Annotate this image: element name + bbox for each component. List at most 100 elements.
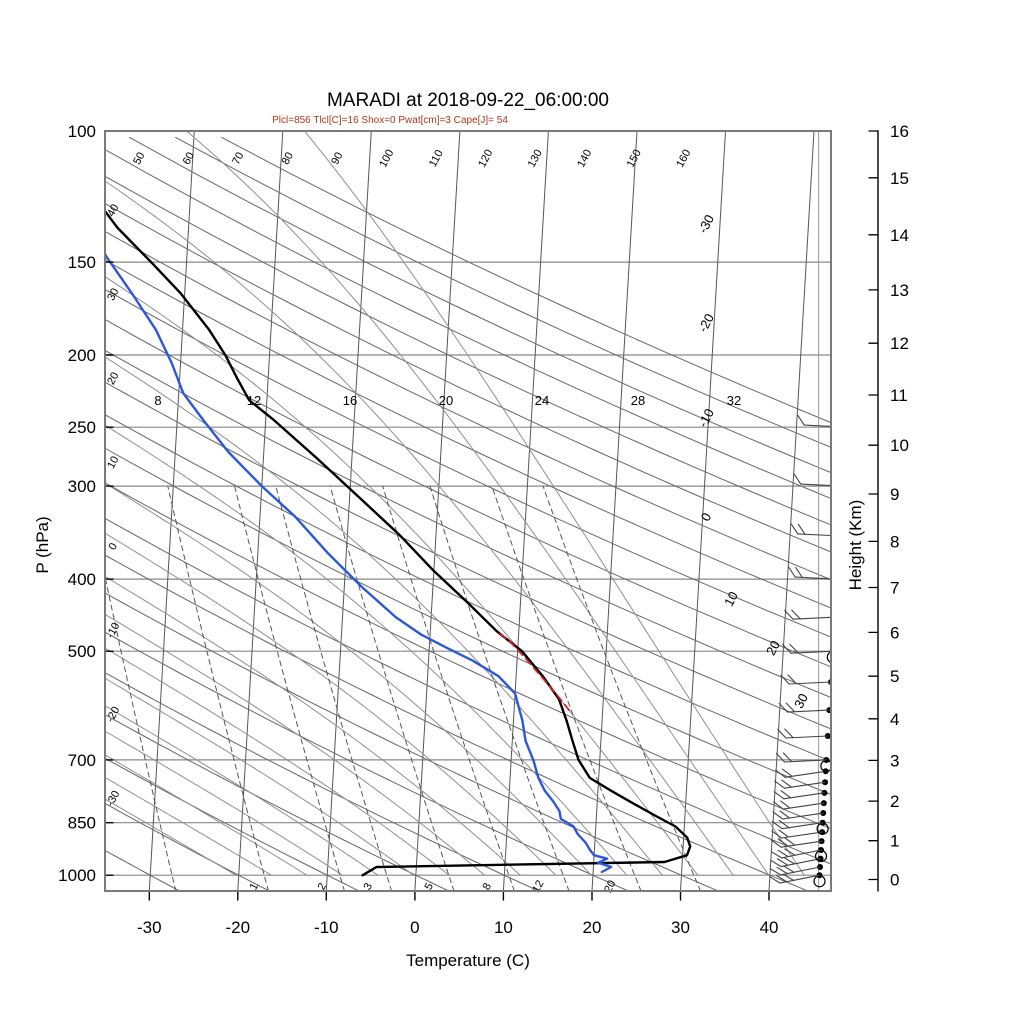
pressure-tick-200: 200 <box>68 346 96 365</box>
moist-adiabat-label-8: 8 <box>154 393 161 408</box>
wind-barb-825-1 <box>779 810 791 819</box>
dry-adiabat-90 <box>105 381 831 730</box>
dry-adiabat-label-60: 60 <box>181 150 197 166</box>
pressure-tick-1000: 1000 <box>58 866 96 885</box>
dry-adiabat-140 <box>105 230 831 581</box>
dry-adiabat-120 <box>105 288 831 638</box>
dry-adiabat-190 <box>175 136 831 448</box>
wind-barb-500-0 <box>782 643 792 654</box>
wind-barb-250-0 <box>797 414 805 426</box>
dry-adiabat-150 <box>105 202 831 553</box>
height-tick-3: 3 <box>890 751 899 770</box>
wind-barb-1000-2 <box>782 873 795 881</box>
wind-barb-850-1 <box>778 819 790 829</box>
isotherm-20 <box>591 131 638 891</box>
wind-level-circle <box>826 651 831 664</box>
isotherm-label-right-20: 20 <box>763 638 783 658</box>
wind-barb-950-2 <box>783 857 796 865</box>
wind-barb-950-0 <box>770 859 782 868</box>
dry-adiabat-20 <box>105 631 629 891</box>
dry-adiabat-130 <box>105 259 831 609</box>
wind-barb-775-0 <box>773 791 785 800</box>
height-tick-5: 5 <box>890 667 899 686</box>
wind-barb-300-0 <box>793 473 802 485</box>
dry-adiabat-label-50: 50 <box>131 150 147 166</box>
isotherm--20 <box>237 131 284 891</box>
wind-barb-600-0 <box>778 702 789 713</box>
dry-adiabat-40 <box>105 554 809 891</box>
wind-barb-975-2 <box>783 865 795 873</box>
height-tick-12: 12 <box>890 334 909 353</box>
wind-barb-900-1 <box>777 838 789 847</box>
height-tick-14: 14 <box>890 226 909 245</box>
wind-barb-400-1 <box>795 566 803 578</box>
moist-adiabat-8 <box>105 613 486 876</box>
moist-adiabat-20 <box>105 482 592 876</box>
wind-barb-725-0 <box>774 769 786 778</box>
dry-adiabat-30 <box>105 592 719 891</box>
isotherm--30 <box>148 131 195 891</box>
wind-barb-975-0 <box>769 868 782 876</box>
pressure-tick-500: 500 <box>68 642 96 661</box>
pressure-tick-850: 850 <box>68 814 96 833</box>
wind-barb-shaft-300 <box>800 483 831 487</box>
wind-barb-950-1 <box>776 858 789 866</box>
wind-barb-750-0 <box>774 780 786 789</box>
wind-barb-725-1 <box>781 768 793 777</box>
isotherm-40 <box>768 131 815 891</box>
moist-adiabat-label-16: 16 <box>343 393 357 408</box>
mixing-ratio-2 <box>234 485 345 891</box>
height-tick-9: 9 <box>890 485 899 504</box>
dry-adiabat--10 <box>105 757 360 891</box>
wind-barb-shaft-250 <box>803 424 831 427</box>
wind-barb-1000-1 <box>776 874 788 883</box>
moist-adiabat--20 <box>105 798 237 876</box>
dry-adiabat-70 <box>105 447 831 796</box>
wind-barb-750-1 <box>781 779 792 788</box>
mixing-ratio-label-3: 3 <box>362 881 375 892</box>
wind-barb-550-1 <box>787 674 797 685</box>
dry-adiabat-200 <box>221 136 831 424</box>
moist-adiabat--16 <box>105 776 272 876</box>
x-axis-label: Temperature (C) <box>406 951 530 970</box>
temp-tick-40: 40 <box>760 918 779 937</box>
mixing-ratio-label-2: 2 <box>316 881 329 892</box>
height-tick-8: 8 <box>890 532 899 551</box>
temp-tick-10: 10 <box>494 918 513 937</box>
plot-frame <box>104 130 832 892</box>
wind-barb-550-0 <box>780 674 790 685</box>
moist-adiabat--4 <box>105 705 379 876</box>
dry-adiabat-label-80: 80 <box>280 150 296 166</box>
height-tick-2: 2 <box>890 792 899 811</box>
height-tick-1: 1 <box>890 832 899 851</box>
wind-barb-450-0 <box>784 609 794 620</box>
height-tick-15: 15 <box>890 169 909 188</box>
temp-tick-30: 30 <box>671 918 690 937</box>
wind-barb-350-1 <box>797 523 806 535</box>
series-temperature <box>105 209 692 877</box>
isotherm-label-left-20: 20 <box>105 370 121 386</box>
moist-adiabat-44 <box>304 131 805 876</box>
isotherm-label-right-10: 10 <box>721 589 741 609</box>
temp-tick-0: 0 <box>410 918 419 937</box>
wind-barb-900-0 <box>770 839 782 848</box>
mixing-ratio-3 <box>275 485 393 891</box>
dry-adiabat-0 <box>105 714 450 891</box>
wind-barb-925-1 <box>777 849 789 858</box>
y-axis-label: P (hPa) <box>33 516 52 573</box>
y2-axis-label: Height (Km) <box>846 500 865 591</box>
wind-barb-1000-0 <box>769 876 781 884</box>
moist-adiabat-4 <box>105 647 450 876</box>
pressure-tick-150: 150 <box>68 253 96 272</box>
isotherm-label-left-40: 40 <box>105 202 121 218</box>
height-tick-7: 7 <box>890 579 899 598</box>
height-tick-0: 0 <box>890 870 899 889</box>
dry-adiabat-60 <box>105 482 831 830</box>
height-tick-4: 4 <box>890 710 899 729</box>
isotherm-label-left-10: 10 <box>105 454 121 470</box>
height-tick-10: 10 <box>890 436 909 455</box>
wind-barb-850-0 <box>771 820 783 830</box>
series-parcel <box>496 630 570 711</box>
moist-adiabat-40 <box>186 131 770 876</box>
